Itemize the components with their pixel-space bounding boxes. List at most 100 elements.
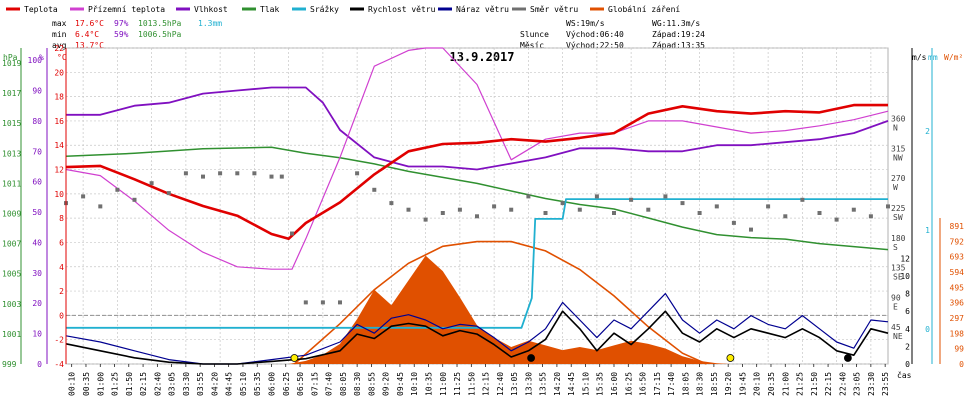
- degc-tick-label: 14: [54, 141, 64, 150]
- stat-min-temp: 6.4°C: [75, 30, 99, 39]
- info-sun-rise: Východ:06:40: [566, 30, 624, 39]
- stats-block: max 17.6°C 97% 1013.5hPa 1.3mm min 6.4°C…: [52, 19, 222, 50]
- pct-tick-label: 70: [32, 147, 42, 156]
- wind-direction-point: [817, 211, 822, 215]
- series-srazky: [66, 198, 888, 329]
- wm2-tick-label: 99: [954, 345, 964, 354]
- wind-direction-point: [714, 204, 719, 209]
- wind-direction-point: [269, 174, 274, 179]
- hpa-tick-label: 1013: [2, 149, 21, 158]
- dir-tick-label: 90: [891, 293, 901, 302]
- series-teplota: [65, 103, 888, 241]
- wind-direction-point: [697, 211, 702, 215]
- wind-direction-point: [577, 207, 582, 212]
- stat-min-press: 1006.5hPa: [138, 30, 182, 39]
- x-tick-label: 03:55: [196, 372, 205, 396]
- info-wg: WG:11.3m/s: [652, 19, 700, 28]
- x-tick-label: 08:05: [339, 372, 348, 396]
- x-tick-label: 17:15: [653, 372, 662, 396]
- hpa-tick-label: 1015: [2, 119, 21, 128]
- stat-avg-label: avg: [52, 41, 67, 50]
- dir-tick-label: SE: [893, 273, 903, 282]
- wind-direction-point: [218, 171, 223, 176]
- x-tick-label: 20:10: [753, 372, 762, 396]
- unit-time: čas: [897, 370, 912, 380]
- stat-max-label: max: [52, 19, 67, 28]
- dir-tick-label: S: [893, 243, 898, 252]
- wind-direction-point: [680, 201, 685, 206]
- info-sun-set: Západ:19:24: [652, 30, 705, 39]
- wind-direction-point: [749, 227, 753, 232]
- wind-direction-point: [303, 300, 308, 305]
- x-tick-label: 19:45: [738, 372, 747, 396]
- wind-direction-point: [834, 217, 839, 222]
- wind-direction-point: [629, 197, 634, 202]
- degc-tick-label: 8: [59, 214, 64, 223]
- clear-sky-radiation-curve: [293, 240, 707, 365]
- ms-tick-label: 4: [905, 325, 910, 334]
- stat-avg-temp: 13.7°C: [75, 41, 104, 50]
- dir-tick-label: 180: [891, 234, 906, 243]
- wind-direction-point: [594, 194, 599, 199]
- wind-direction-point: [252, 171, 257, 176]
- x-tick-label: 15:35: [596, 372, 605, 396]
- x-tick-label: 23:05: [853, 372, 862, 396]
- legend-label: Globální záření: [608, 5, 680, 14]
- x-tick-label: 09:45: [396, 372, 405, 396]
- wind-direction-point: [183, 171, 188, 176]
- stat-max-press: 1013.5hPa: [138, 19, 182, 28]
- dir-tick-label: 225: [891, 204, 906, 213]
- x-tick-label: 04:20: [210, 372, 219, 396]
- wind-direction-point: [132, 197, 137, 202]
- wind-direction-point: [766, 204, 771, 209]
- x-tick-label: 09:20: [382, 372, 391, 396]
- x-tick-label: 20:35: [767, 372, 776, 396]
- hpa-tick-label: 1009: [2, 210, 21, 219]
- x-tick-label: 18:30: [696, 372, 705, 396]
- x-tick-label: 17:40: [667, 372, 676, 396]
- degc-tick-label: 18: [54, 93, 64, 102]
- x-tick-label: 21:25: [796, 372, 805, 396]
- wind-direction-point: [355, 171, 360, 176]
- x-tick-label: 05:10: [239, 372, 248, 396]
- radiation-layer: [288, 240, 731, 365]
- stat-max-hum: 97%: [114, 19, 129, 28]
- wind-direction-point: [423, 217, 428, 222]
- info-sun-label: Slunce: [520, 30, 549, 39]
- degc-tick-label: 16: [54, 117, 64, 126]
- legend-label: Teplota: [24, 5, 58, 14]
- ms-tick-label: 10: [900, 272, 910, 281]
- pct-tick-label: 10: [32, 330, 42, 339]
- stat-min-label: min: [52, 30, 67, 39]
- legend-item-naraz-vetru: Náraz větru: [438, 5, 509, 14]
- pct-tick-label: 40: [32, 239, 42, 248]
- info-moon-set: Západ:13:35: [652, 41, 705, 50]
- hpa-tick-label: 1019: [2, 59, 21, 68]
- wind-direction-point: [338, 300, 342, 305]
- wind-direction-point: [81, 194, 86, 199]
- wind-direction-point: [320, 300, 325, 305]
- x-tick-label: 10:35: [425, 372, 434, 396]
- dir-tick-label: 135: [891, 264, 906, 273]
- legend-label: Náraz větru: [456, 5, 509, 14]
- legend-label: Rychlost větru: [368, 5, 436, 14]
- axes-layer: 9991001100310051007100910111013101510171…: [2, 44, 964, 396]
- wm2-tick-label: 297: [950, 314, 965, 323]
- wm2-tick-label: 693: [950, 253, 965, 262]
- degc-tick-label: 22: [54, 44, 64, 53]
- x-tick-label: 22:15: [824, 372, 833, 396]
- wm2-tick-label: 495: [950, 283, 965, 292]
- dir-tick-label: E: [893, 302, 898, 311]
- x-tick-label: 18:55: [710, 372, 719, 396]
- x-tick-label: 22:40: [838, 372, 847, 396]
- degc-tick-label: 4: [59, 263, 64, 272]
- x-tick-label: 14:45: [567, 372, 576, 396]
- marker-sunset: [726, 354, 735, 362]
- legend-item-prizemni-teplota: Přízemní teplota: [70, 5, 165, 14]
- wind-direction-point: [406, 207, 411, 212]
- legend-item-smer-vetru: Směr větru: [512, 5, 578, 14]
- wind-direction-point: [290, 231, 294, 236]
- legend-label: Směr větru: [530, 5, 578, 14]
- wind-direction-point: [492, 204, 497, 209]
